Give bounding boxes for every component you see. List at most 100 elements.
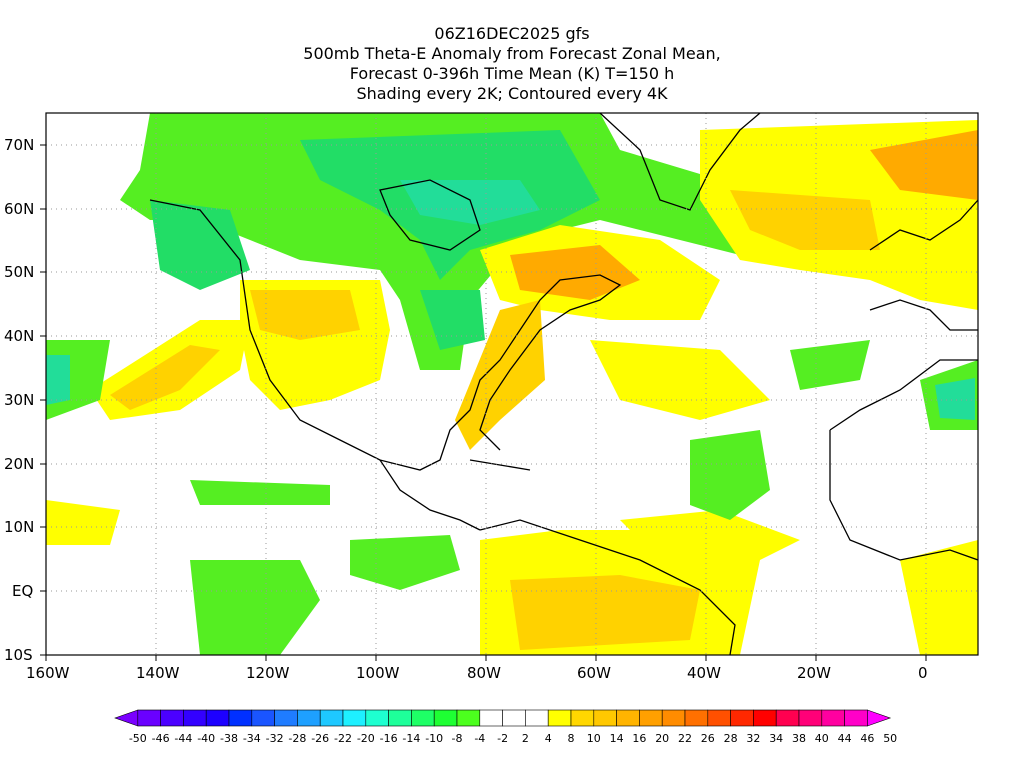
anomaly-region-norway: [870, 130, 978, 200]
europe-coastline: [869, 199, 978, 251]
colorbar-label: -4: [474, 732, 485, 745]
lat-label-eq: EQ: [12, 582, 34, 600]
colorbar-swatch: [753, 709, 777, 727]
anomaly-region-alaska: [150, 200, 250, 290]
colorbar-label: -8: [452, 732, 463, 745]
colorbar-swatch: [388, 709, 412, 727]
anomaly-region-eastcoast: [455, 300, 545, 450]
hudson-bay-coastline: [379, 179, 481, 251]
anomaly-region-greatlakes: [420, 290, 485, 350]
colorbar-swatch: [867, 709, 892, 727]
colorbar-swatch: [365, 709, 389, 727]
lat-label-60n: 60N: [4, 200, 35, 218]
anomaly-region-tropical-atlantic: [620, 510, 800, 560]
anomaly-region-westafrica: [900, 540, 978, 655]
colorbar-label: -46: [152, 732, 170, 745]
colorbar-label: 46: [860, 732, 874, 745]
lon-label-40w: 40W: [687, 664, 721, 682]
colorbar-label: 20: [655, 732, 669, 745]
anomaly-region-gulf-green: [190, 480, 330, 505]
anomaly-region-midatlantic-green: [690, 430, 770, 520]
colorbar-swatch: [798, 709, 823, 727]
anomaly-region-caribbean-green: [350, 535, 460, 590]
greenland-coastline: [599, 113, 761, 211]
colorbar: -50 -46 -44 -40 -38 -34 -32 -28 -26 -22 -20 -16 -14-…: [114, 709, 897, 745]
anomaly-region-pacific-core: [110, 345, 220, 410]
map-frame: [45, 112, 979, 656]
anomaly-region-southamerica-core: [510, 575, 700, 650]
colorbar-swatch: [616, 709, 640, 727]
central-america-coastline: [379, 459, 481, 531]
colorbar-swatch: [297, 709, 321, 727]
colorbar-label: 26: [701, 732, 715, 745]
africa-coastline: [829, 359, 978, 561]
lat-label-10s: 10S: [4, 646, 33, 664]
colorbar-swatch: [228, 709, 253, 727]
lon-label-20w: 20W: [797, 664, 831, 682]
colorbar-swatch: [274, 709, 298, 727]
colorbar-swatch: [137, 709, 161, 727]
colorbar-swatch: [775, 709, 800, 727]
lat-label-40n: 40N: [4, 327, 35, 345]
colorbar-label: 40: [815, 732, 829, 745]
lat-label-70n: 70N: [4, 136, 35, 154]
colorbar-label: 22: [678, 732, 692, 745]
caribbean-coastline: [469, 459, 531, 471]
colorbar-swatch: [684, 709, 709, 727]
colorbar-label: 32: [746, 732, 760, 745]
colorbar-label: 8: [568, 732, 575, 745]
colorbar-label: -40: [197, 732, 215, 745]
anomaly-region-midatlantic: [590, 340, 770, 420]
colorbar-label: 44: [838, 732, 852, 745]
map-title-line2: 500mb Theta-E Anomaly from Forecast Zona…: [303, 44, 721, 63]
colorbar-swatch: [821, 709, 845, 727]
tick-marks: [40, 144, 927, 661]
colorbar-swatch: [205, 709, 230, 727]
colorbar-label: 50: [883, 732, 897, 745]
lon-label-140w: 140W: [136, 664, 180, 682]
colorbar-swatch: [411, 709, 435, 727]
colorbar-swatch: [525, 709, 549, 727]
map-title-line4: Shading every 2K; Contoured every 4K: [356, 84, 668, 103]
colorbar-label: 34: [769, 732, 783, 745]
colorbar-swatch: [342, 709, 367, 727]
lat-label-10n: 10N: [4, 518, 35, 536]
anomaly-region-eastcanada-core: [510, 245, 640, 300]
coastlines: [149, 113, 978, 655]
colorbar-swatch: [593, 709, 617, 727]
colorbar-swatch: [639, 709, 663, 727]
colorbar-label: -50: [129, 732, 147, 745]
lat-label-20n: 20N: [4, 455, 35, 473]
lon-label-160w: 160W: [26, 664, 70, 682]
colorbar-label: -32: [266, 732, 284, 745]
colorbar-label: -34: [243, 732, 261, 745]
colorbar-label: -16: [380, 732, 398, 745]
colorbar-label: -2: [497, 732, 508, 745]
colorbar-swatch: [183, 709, 207, 727]
colorbar-swatch: [456, 709, 481, 727]
anomaly-region-europe-core: [730, 190, 880, 250]
colorbar-swatch: [707, 709, 731, 727]
colorbar-label: -22: [334, 732, 352, 745]
graticule: [46, 113, 978, 655]
lat-label-50n: 50N: [4, 263, 35, 281]
colorbar-swatch: [160, 709, 184, 727]
colorbar-label: -38: [220, 732, 238, 745]
shaded-anomaly-field: [46, 113, 978, 655]
lat-label-30n: 30N: [4, 391, 35, 409]
colorbar-label: -26: [311, 732, 329, 745]
colorbar-label: -20: [357, 732, 375, 745]
colorbar-swatch: [570, 709, 595, 727]
anomaly-region-azores-green: [790, 340, 870, 390]
anomaly-region-canada-inner: [400, 180, 540, 225]
north-america-coastline: [149, 199, 622, 471]
map-title-line3: Forecast 0-396h Time Mean (K) T=150 h: [349, 64, 675, 83]
anomaly-region-tropical-pacific: [190, 560, 320, 655]
colorbar-label: 28: [724, 732, 738, 745]
colorbar-label: -10: [425, 732, 443, 745]
colorbar-swatch: [319, 709, 344, 727]
colorbar-swatch: [661, 709, 686, 727]
anomaly-region-westus-core: [250, 290, 360, 340]
colorbar-swatch: [114, 709, 139, 727]
anomaly-region-eastpacific-core: [46, 355, 70, 405]
